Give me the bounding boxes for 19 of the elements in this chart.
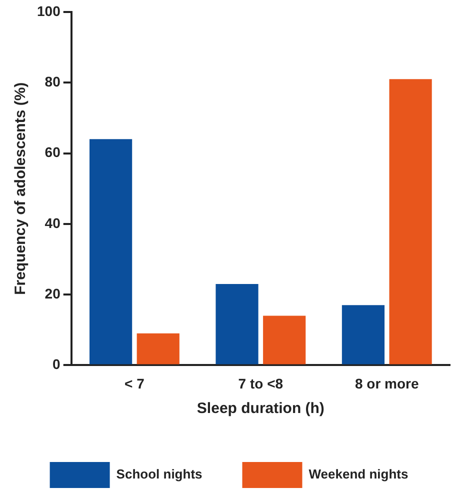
y-tick-label: 20	[44, 285, 61, 302]
x-tick-label: 8 or more	[354, 375, 419, 392]
bar	[216, 284, 258, 364]
bar	[90, 139, 132, 364]
x-axis-title: Sleep duration (h)	[196, 400, 324, 418]
x-tick-label: < 7	[124, 375, 145, 392]
y-axis-title: Frequency of adolescents (%)	[12, 82, 30, 295]
legend-label: Weekend nights	[308, 466, 408, 482]
y-tick-label: 80	[44, 74, 61, 90]
legend-label: School nights	[116, 466, 202, 482]
bar	[136, 333, 180, 364]
x-tick-label: 7 to <8	[238, 375, 284, 392]
bar	[389, 79, 432, 364]
y-tick-label: 100	[37, 2, 61, 19]
y-tick-label: 40	[44, 214, 61, 231]
y-tick-label: 0	[52, 356, 61, 372]
bar	[263, 316, 306, 364]
bar	[342, 305, 385, 364]
y-tick-label: 60	[44, 144, 61, 160]
